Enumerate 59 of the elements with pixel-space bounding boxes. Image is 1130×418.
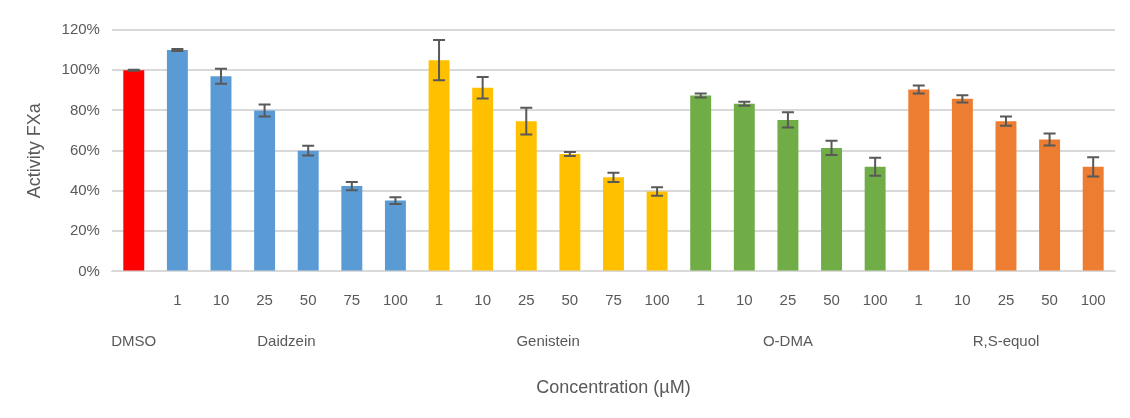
bar	[821, 147, 842, 271]
y-tick-label: 40%	[69, 181, 100, 199]
bar	[646, 191, 668, 271]
bar	[210, 76, 232, 271]
text: Daidzein	[257, 331, 316, 349]
x-tick-label: 100	[1080, 290, 1106, 308]
text: DMSO	[111, 331, 157, 349]
bar	[603, 177, 624, 271]
bar	[1039, 139, 1061, 271]
y-axis-title: Activity FXa	[23, 102, 44, 199]
bar	[297, 150, 319, 271]
x-tick-label: 50	[823, 290, 840, 308]
x-tick-label: 25	[779, 290, 797, 308]
x-tick-label: 1	[173, 290, 182, 308]
x-tick-label: 50	[1041, 290, 1058, 308]
x-axis-title: Concentration (µM)	[536, 377, 691, 398]
y-tick-label: 80%	[69, 100, 100, 118]
x-tick-label: 50	[561, 290, 579, 308]
bar	[384, 200, 406, 271]
text: O-DMA	[762, 331, 813, 349]
bar	[559, 153, 581, 271]
y-tick-label: 60%	[69, 140, 100, 158]
x-tick-label: 25	[517, 290, 535, 308]
x-tick-label: 50	[299, 290, 317, 308]
bar	[428, 60, 450, 271]
x-tick-label: 25	[997, 290, 1015, 308]
bar	[777, 119, 799, 271]
text: R,S-equol	[972, 331, 1040, 349]
y-tick-label: 120%	[61, 20, 100, 38]
x-tick-label: 75	[343, 290, 361, 308]
bar	[733, 103, 755, 271]
y-tick-label: 0%	[78, 261, 100, 279]
bar	[864, 166, 886, 271]
bar	[908, 89, 930, 271]
bar	[254, 110, 276, 271]
x-tick-label: 75	[605, 290, 622, 308]
bar	[995, 121, 1017, 271]
x-tick-label: 10	[474, 290, 491, 308]
x-tick-label: 100	[382, 290, 408, 308]
bar	[341, 186, 363, 271]
x-tick-label: 1	[696, 290, 705, 308]
y-tick-label: 20%	[69, 221, 100, 239]
bar	[166, 50, 188, 271]
bar	[1082, 166, 1104, 271]
bar	[472, 87, 494, 271]
x-tick-label: 10	[735, 290, 753, 308]
bar	[690, 95, 712, 271]
x-tick-label: 10	[954, 290, 971, 308]
x-tick-label: 10	[212, 290, 230, 308]
bar	[123, 70, 145, 271]
x-tick-label: 100	[644, 290, 670, 308]
x-tick-label: 25	[256, 290, 273, 308]
bar	[515, 121, 537, 271]
bar	[951, 98, 973, 271]
x-tick-label: 1	[914, 290, 923, 308]
x-tick-label: 1	[434, 290, 444, 308]
x-tick-label: 100	[862, 290, 888, 308]
y-tick-label: 100%	[61, 60, 100, 78]
text: Genistein	[516, 331, 580, 349]
